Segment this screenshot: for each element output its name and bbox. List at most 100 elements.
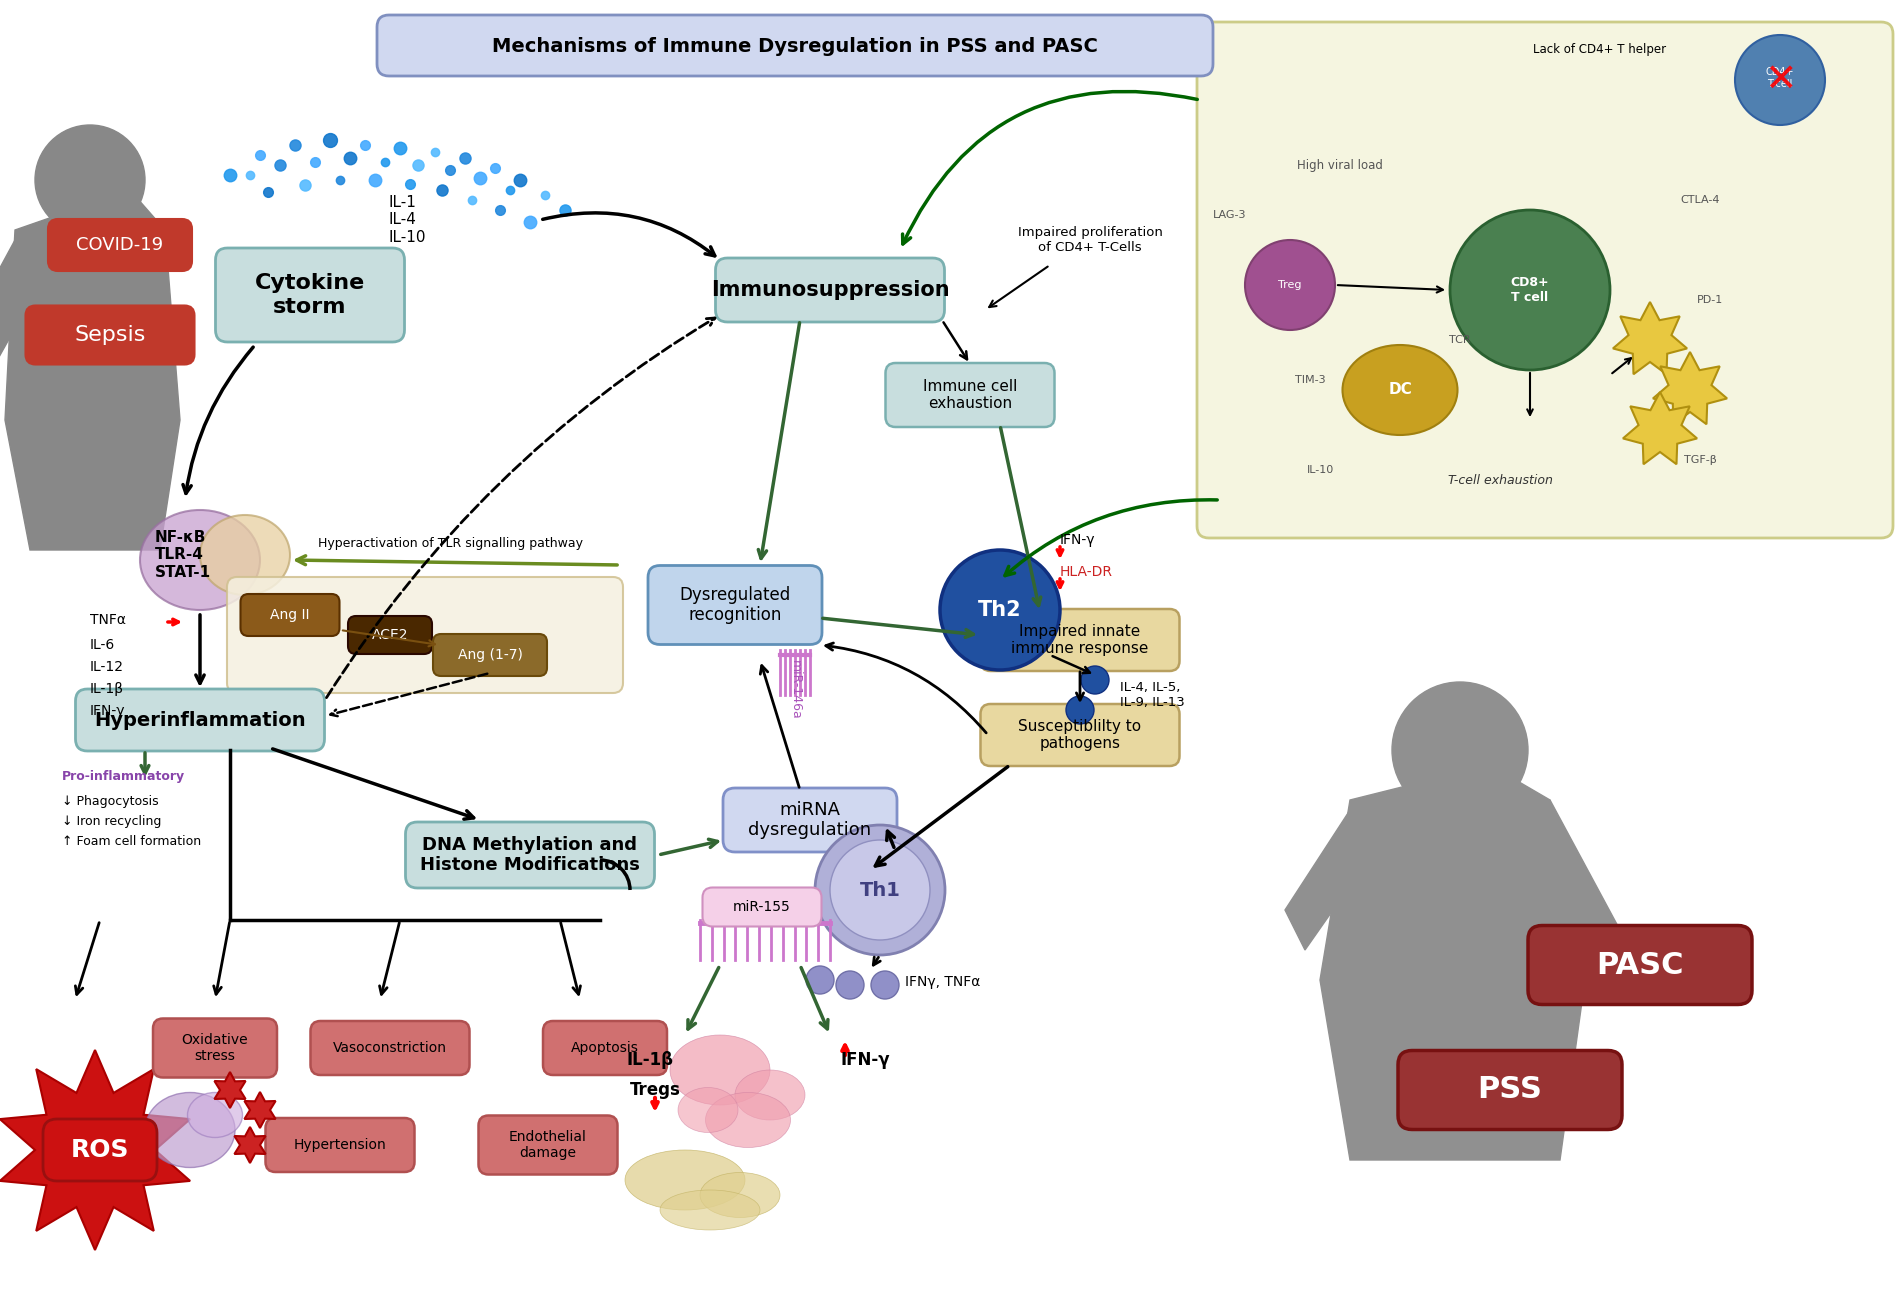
FancyArrowPatch shape [1613,358,1632,374]
Polygon shape [0,240,42,400]
Text: Impaired proliferation
of CD4+ T-Cells: Impaired proliferation of CD4+ T-Cells [1018,226,1162,255]
Polygon shape [0,1050,190,1250]
Ellipse shape [141,510,261,610]
FancyArrowPatch shape [903,92,1196,244]
Text: ✕: ✕ [1763,60,1795,98]
Text: Hypertension: Hypertension [293,1138,386,1152]
FancyBboxPatch shape [1527,925,1752,1005]
Circle shape [1065,695,1094,724]
FancyArrowPatch shape [561,922,580,994]
FancyBboxPatch shape [266,1118,415,1172]
Text: ACE2: ACE2 [371,628,409,642]
FancyBboxPatch shape [702,887,822,926]
Text: TNFα: TNFα [89,613,126,627]
Text: CD8+
T cell: CD8+ T cell [1510,276,1550,304]
FancyBboxPatch shape [152,1018,278,1077]
FancyBboxPatch shape [215,248,405,342]
Text: miR-155: miR-155 [732,900,791,914]
FancyBboxPatch shape [1398,1051,1622,1130]
FancyArrowPatch shape [1527,373,1533,415]
FancyBboxPatch shape [405,823,654,888]
Polygon shape [215,1072,245,1109]
Text: CTLA-4: CTLA-4 [1679,195,1719,205]
FancyArrowPatch shape [213,922,230,994]
Text: Oxidative
stress: Oxidative stress [183,1033,249,1063]
Text: IL-1β: IL-1β [626,1051,673,1069]
Circle shape [829,840,930,939]
Circle shape [1246,240,1335,331]
FancyBboxPatch shape [479,1115,618,1174]
FancyArrowPatch shape [331,673,487,716]
Ellipse shape [700,1173,780,1218]
Text: LAG-3: LAG-3 [1213,210,1246,220]
Text: ROS: ROS [70,1138,129,1162]
Text: T-cell exhaustion: T-cell exhaustion [1447,474,1552,487]
FancyBboxPatch shape [723,789,898,851]
Text: Pro-inflammatory: Pro-inflammatory [63,770,184,783]
Polygon shape [1653,352,1727,424]
FancyArrowPatch shape [196,615,204,684]
FancyArrowPatch shape [825,643,987,733]
Circle shape [1080,666,1109,694]
Circle shape [1392,682,1527,817]
Text: Th1: Th1 [860,880,900,900]
Text: PASC: PASC [1596,950,1683,980]
Circle shape [940,550,1059,670]
FancyBboxPatch shape [240,594,339,636]
FancyArrowPatch shape [1000,428,1040,606]
FancyArrowPatch shape [542,213,715,256]
Polygon shape [234,1127,266,1162]
Text: Apoptosis: Apoptosis [571,1040,639,1055]
Text: Immunosuppression: Immunosuppression [711,279,949,300]
Text: PSS: PSS [1478,1076,1543,1105]
FancyBboxPatch shape [886,363,1054,426]
FancyBboxPatch shape [542,1021,668,1075]
Text: miRNA
dysregulation: miRNA dysregulation [749,800,871,840]
FancyArrowPatch shape [1337,285,1444,293]
FancyArrowPatch shape [989,266,1048,307]
FancyBboxPatch shape [226,577,624,693]
FancyArrowPatch shape [380,922,399,994]
Ellipse shape [734,1071,805,1120]
FancyBboxPatch shape [434,634,548,676]
Text: Impaired innate
immune response: Impaired innate immune response [1012,623,1149,656]
Polygon shape [1613,302,1687,374]
FancyArrowPatch shape [801,967,827,1029]
Text: ↓ Iron recycling: ↓ Iron recycling [63,815,162,828]
Polygon shape [1320,765,1584,1160]
Text: Th2: Th2 [978,600,1021,621]
Ellipse shape [200,516,289,596]
FancyBboxPatch shape [377,14,1213,76]
FancyArrowPatch shape [689,967,719,1029]
Text: IL-4, IL-5,
IL-9, IL-13: IL-4, IL-5, IL-9, IL-13 [1120,681,1185,708]
Text: IL-6: IL-6 [89,638,116,652]
Polygon shape [6,190,181,550]
FancyArrowPatch shape [943,323,966,359]
Text: Immune cell
exhaustion: Immune cell exhaustion [922,379,1018,411]
Text: IFN-γ: IFN-γ [89,705,126,718]
Text: Ang (1-7): Ang (1-7) [458,648,523,663]
Text: Hyperactivation of TLR signalling pathway: Hyperactivation of TLR signalling pathwa… [318,537,582,550]
FancyArrowPatch shape [76,922,99,994]
FancyBboxPatch shape [348,617,432,653]
Circle shape [814,825,945,955]
FancyArrowPatch shape [141,753,148,773]
Text: Mechanisms of Immune Dysregulation in PSS and PASC: Mechanisms of Immune Dysregulation in PS… [493,38,1097,56]
FancyArrowPatch shape [1077,672,1084,701]
Ellipse shape [670,1035,770,1105]
FancyBboxPatch shape [48,219,192,272]
FancyArrowPatch shape [875,766,1008,866]
Text: TGF-β: TGF-β [1683,455,1716,464]
Text: Tregs: Tregs [630,1081,681,1099]
Text: ↓ Phagocytosis: ↓ Phagocytosis [63,795,158,808]
FancyBboxPatch shape [981,705,1179,766]
Circle shape [871,971,900,998]
FancyBboxPatch shape [25,306,194,365]
Text: IL-1β: IL-1β [89,682,124,695]
Polygon shape [1286,810,1375,950]
Text: Hyperinflammation: Hyperinflammation [95,711,306,729]
Polygon shape [1525,800,1621,970]
FancyArrowPatch shape [272,749,474,819]
FancyBboxPatch shape [1196,22,1892,538]
Text: IFNγ, TNFα: IFNγ, TNFα [905,975,980,989]
